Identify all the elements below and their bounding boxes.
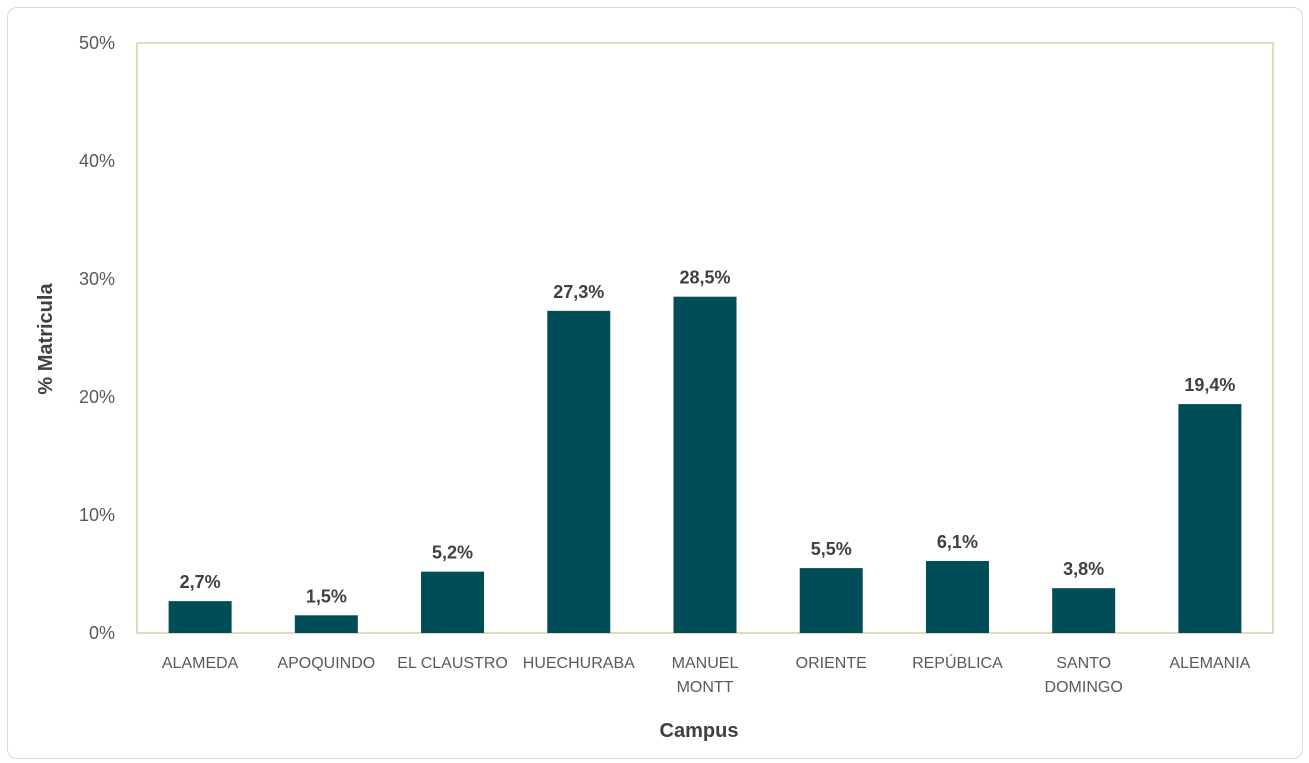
data-label: 2,7% bbox=[180, 572, 221, 592]
data-label: 6,1% bbox=[937, 532, 978, 552]
bar bbox=[1178, 404, 1242, 633]
x-tick-label: EL CLAUSTRO bbox=[397, 655, 508, 672]
y-tick-label: 50% bbox=[79, 33, 115, 53]
bar bbox=[925, 561, 989, 633]
bar bbox=[168, 601, 232, 633]
x-axis-ticks: ALAMEDA APOQUINDO EL CLAUSTRO HUECHURABA MAN… bbox=[162, 653, 1251, 696]
y-tick-label: 40% bbox=[79, 151, 115, 171]
data-label: 27,3% bbox=[553, 282, 604, 302]
bar bbox=[1052, 588, 1116, 633]
y-axis-title: % Matricula bbox=[35, 283, 57, 395]
bar bbox=[421, 571, 485, 633]
bar bbox=[673, 296, 737, 633]
x-tick-label: REPÚBLICA bbox=[912, 653, 1003, 672]
x-tick-label: SANTO DOMINGO bbox=[1045, 655, 1123, 696]
data-label: 19,4% bbox=[1184, 375, 1235, 395]
data-label: 28,5% bbox=[679, 268, 730, 288]
y-tick-label: 30% bbox=[79, 269, 115, 289]
x-tick-label: ALEMANIA bbox=[1169, 655, 1250, 672]
y-tick-label: 0% bbox=[89, 623, 115, 643]
y-axis-ticks: 0% 10% 20% 30% 40% 50% bbox=[79, 33, 115, 643]
bar bbox=[799, 568, 863, 633]
data-label: 5,5% bbox=[811, 539, 852, 559]
data-label: 5,2% bbox=[432, 543, 473, 563]
x-tick-label: APOQUINDO bbox=[277, 655, 375, 672]
bar bbox=[294, 615, 358, 633]
x-axis-title: Campus bbox=[660, 720, 739, 742]
bar bbox=[547, 310, 611, 633]
x-tick-label: ORIENTE bbox=[796, 655, 867, 672]
y-tick-label: 20% bbox=[79, 387, 115, 407]
x-tick-label: HUECHURABA bbox=[523, 655, 635, 672]
data-label: 1,5% bbox=[306, 586, 347, 606]
bars bbox=[168, 296, 1242, 633]
data-labels: 2,7% 1,5% 5,2% 27,3% 28,5% 5,5% 6,1% 3,8% 19,4% bbox=[180, 268, 1236, 607]
y-tick-label: 10% bbox=[79, 505, 115, 525]
x-tick-label: MANUEL MONTT bbox=[672, 655, 739, 696]
x-tick-label: ALAMEDA bbox=[162, 655, 239, 672]
data-label: 3,8% bbox=[1063, 559, 1104, 579]
